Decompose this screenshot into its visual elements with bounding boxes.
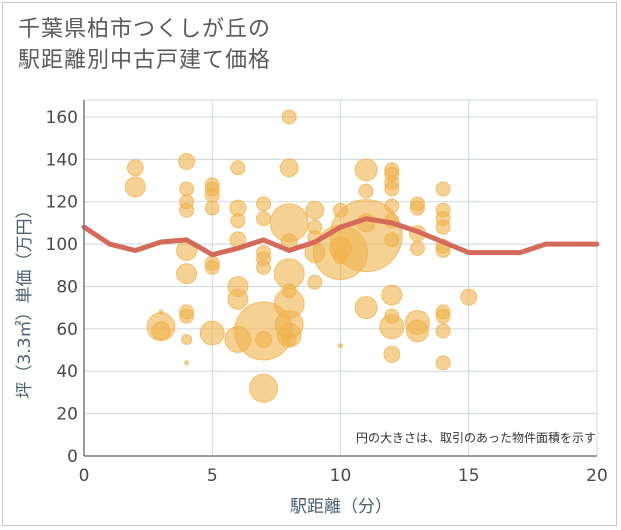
bubble-point: [435, 181, 451, 197]
bubble-point: [158, 309, 164, 315]
bubble-point: [279, 158, 299, 178]
bubble-point: [460, 288, 478, 306]
y-tick-label: 0: [67, 447, 78, 467]
bubble-size-note: 円の大きさは、取引のあった物件面積を示す: [356, 430, 596, 445]
bubble-point: [338, 343, 343, 349]
y-tick-label: 20: [56, 405, 78, 425]
bubble-point: [179, 308, 195, 324]
bubble-point: [358, 183, 374, 199]
y-tick-label: 60: [56, 320, 78, 340]
bubble-point: [256, 211, 272, 227]
y-axis-label: 坪（3.3㎡）単価（万円）: [15, 201, 35, 398]
average-price-line: [81, 216, 600, 258]
bubble-point: [384, 232, 400, 248]
x-tick-label: 15: [458, 466, 480, 486]
bubble-point: [126, 159, 144, 177]
tick-labels: 0 5 10 15 20 0 20 40 60 80 100 120 140 160: [46, 108, 608, 486]
bubble-point: [230, 160, 246, 176]
bubble-point: [435, 308, 451, 324]
bubble-series: [124, 109, 478, 403]
y-tick-label: 120: [46, 193, 78, 213]
x-tick-label: 0: [79, 466, 90, 486]
bubble-point: [204, 200, 220, 216]
bubble-point: [354, 296, 378, 320]
bubble-point: [151, 321, 171, 341]
x-tick-label: 20: [586, 466, 608, 486]
y-tick-label: 40: [56, 362, 78, 382]
x-tick-label: 10: [330, 466, 352, 486]
y-tick-label: 80: [56, 277, 78, 297]
chart-title-line-2: 駅距離別中古戸建て価格: [18, 48, 272, 73]
chart-title: 千葉県柏市つくしが丘の 駅距離別中古戸建て価格: [18, 14, 271, 76]
x-tick-label: 5: [207, 466, 218, 486]
bubble-point: [379, 314, 405, 340]
y-tick-label: 140: [46, 150, 78, 170]
bubble-point: [435, 323, 451, 339]
bubble-point: [307, 274, 323, 290]
bubble-point: [249, 373, 279, 403]
chart-title-line-1: 千葉県柏市つくしが丘の: [18, 17, 272, 42]
bubble-point: [256, 196, 272, 212]
bubble-point: [409, 200, 425, 216]
bubble-point: [383, 345, 401, 363]
bubble-point: [176, 263, 198, 285]
bubble-point: [354, 158, 378, 182]
bubble-point: [227, 288, 249, 310]
bubble-point: [178, 152, 196, 170]
chart-frame: [2, 2, 617, 526]
bubble-point: [230, 213, 246, 229]
bubble-point: [381, 284, 403, 306]
bubble-point: [384, 181, 400, 197]
bubble-point: [384, 198, 400, 214]
axes: [83, 100, 597, 457]
bubble-point: [281, 331, 297, 347]
bubble-point: [124, 176, 146, 198]
bubble-point: [184, 360, 190, 366]
bubble-point: [204, 259, 220, 275]
bubble-point: [405, 319, 429, 343]
bubble-point: [204, 187, 220, 203]
bubble-point: [409, 240, 425, 256]
bubble-point: [199, 320, 225, 346]
bubble-point: [435, 355, 451, 371]
average-line-series: [81, 216, 600, 258]
x-axis-label: 駅距離（分）: [290, 497, 392, 517]
bubble-point: [179, 202, 195, 218]
y-tick-label: 160: [46, 108, 78, 128]
bubble-point: [281, 109, 297, 125]
bubble-point: [305, 200, 325, 220]
bubble-point: [179, 181, 195, 197]
bubble-point: [181, 333, 193, 345]
bubble-point: [255, 330, 273, 348]
bubble-point: [256, 259, 272, 275]
y-tick-label: 100: [46, 235, 78, 255]
bubble-point: [435, 219, 451, 235]
